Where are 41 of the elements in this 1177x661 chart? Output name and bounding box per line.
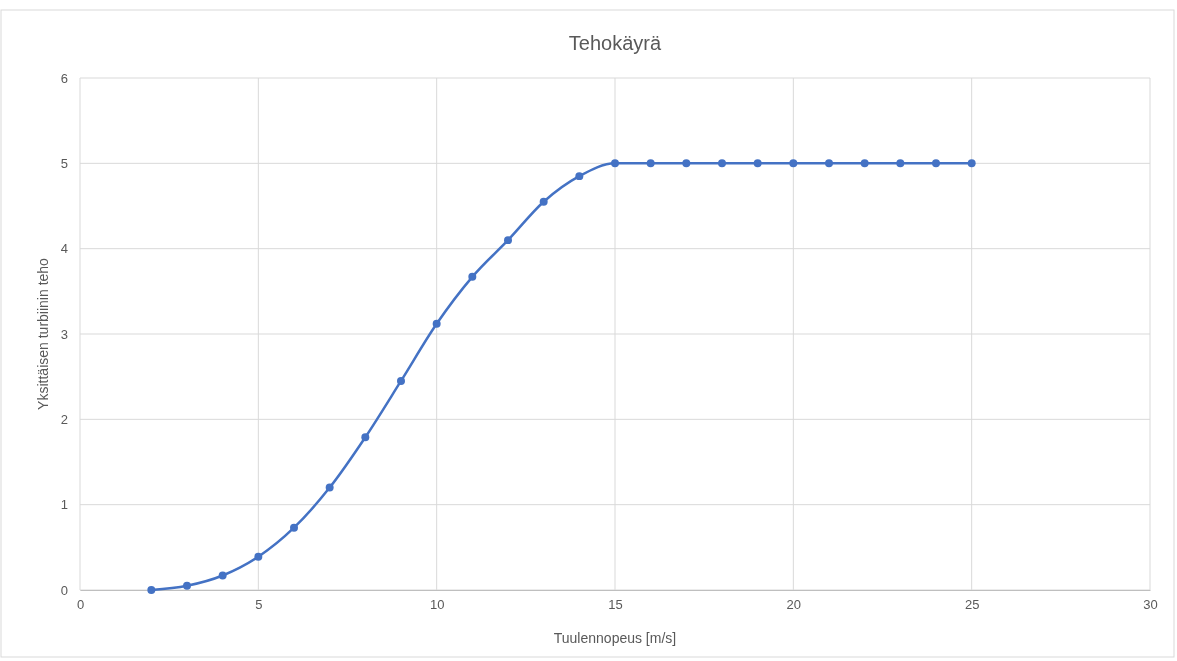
point	[432, 319, 441, 328]
point	[753, 159, 762, 168]
x-tick-label: 10	[429, 597, 445, 613]
point	[539, 197, 548, 206]
point	[504, 236, 512, 245]
point	[611, 159, 619, 168]
point	[932, 159, 940, 168]
y-tick-label: 3	[60, 326, 68, 342]
point	[789, 159, 798, 168]
x-axis-title: Tuulennopeus [m/s]	[553, 630, 677, 646]
point	[646, 159, 655, 168]
point	[218, 571, 227, 580]
point	[682, 159, 691, 168]
x-tick-label: 30	[1143, 597, 1158, 613]
y-tick-label: 1	[60, 497, 68, 513]
y-tick-label: 2	[60, 411, 68, 427]
y-tick-label: 0	[60, 582, 68, 598]
point	[896, 159, 905, 168]
point	[361, 433, 370, 442]
point	[325, 483, 334, 492]
x-tick-label: 0	[76, 597, 85, 613]
chart-title: Tehokäyrä	[568, 32, 663, 54]
point	[825, 159, 833, 168]
x-tick-label: 25	[964, 597, 980, 613]
point	[967, 159, 976, 168]
x-tick-label: 15	[608, 597, 623, 613]
point	[860, 159, 869, 168]
x-tick-label: 20	[786, 597, 802, 613]
point	[575, 172, 584, 181]
point	[468, 272, 477, 281]
x-tick-label: 5	[255, 597, 263, 613]
point	[254, 552, 263, 561]
y-tick-label: 6	[60, 70, 68, 86]
point	[147, 586, 156, 594]
point	[290, 523, 298, 532]
point	[183, 581, 191, 590]
y-tick-label: 5	[60, 155, 68, 171]
point	[718, 159, 726, 168]
point	[397, 376, 405, 385]
y-tick-label: 4	[60, 241, 68, 257]
y-axis-title: Yksittäisen turbiinin teho	[35, 257, 51, 410]
